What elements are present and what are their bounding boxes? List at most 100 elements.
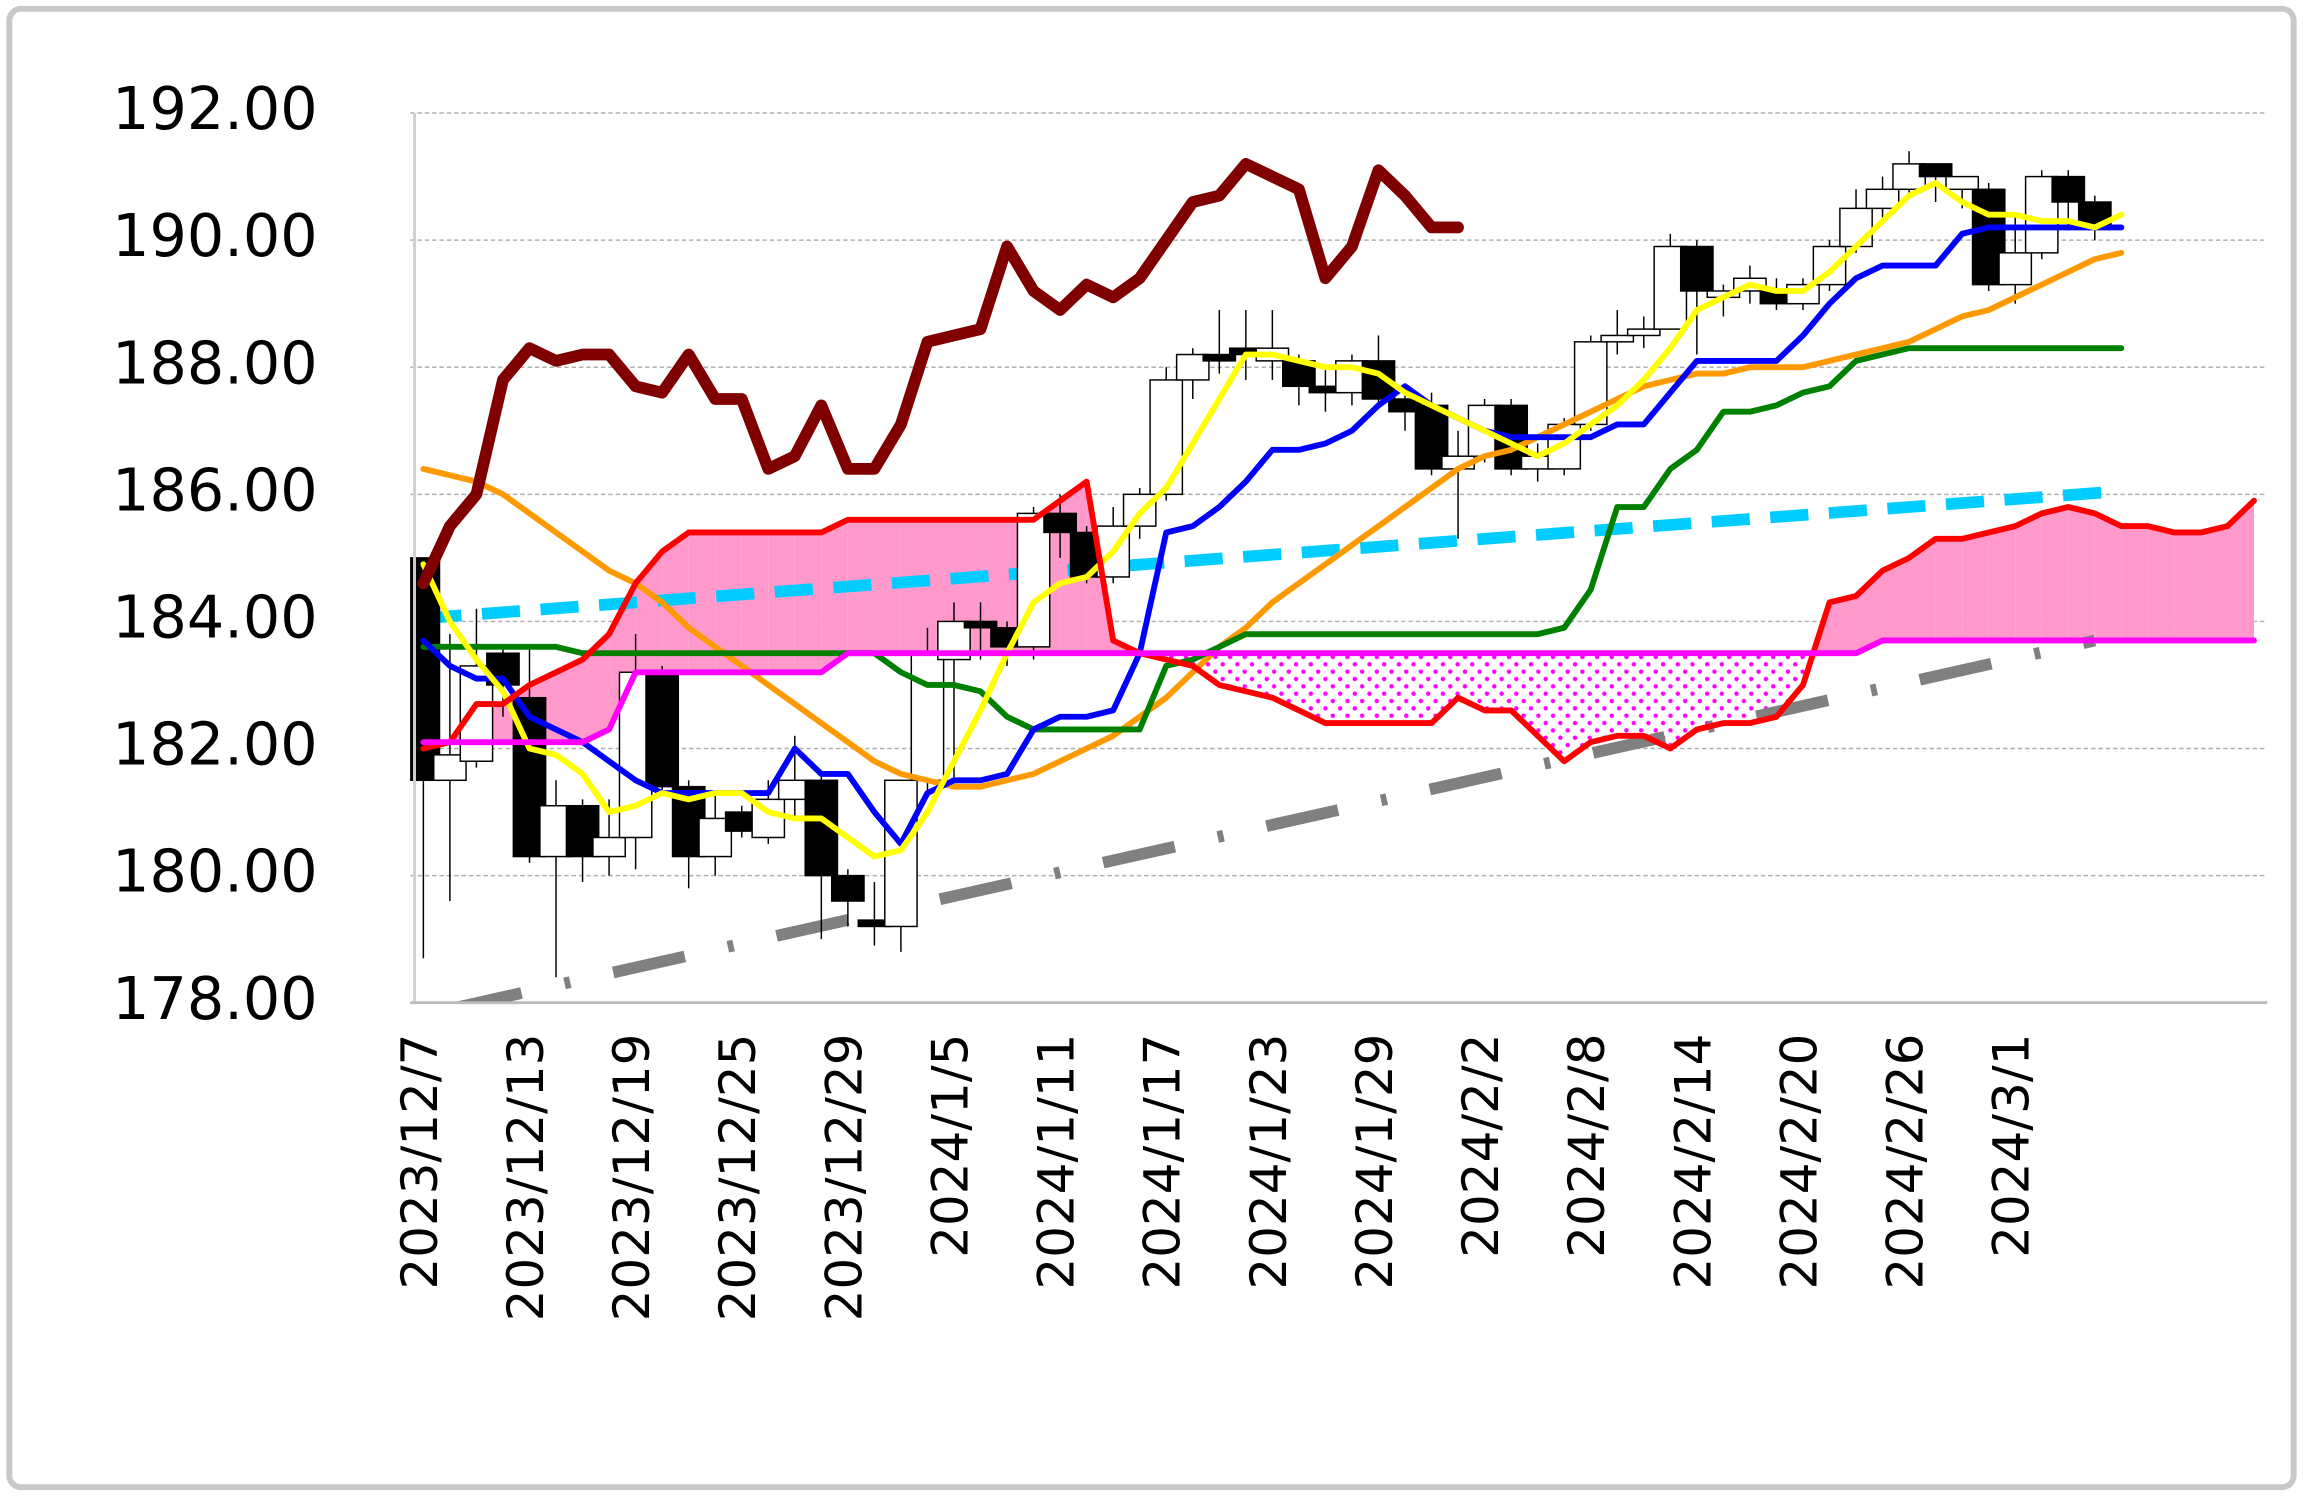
y-tick-label: 186.00 — [112, 455, 317, 524]
candle-body — [963, 620, 998, 629]
cloud — [1776, 653, 1803, 717]
cloud — [556, 659, 583, 743]
cloud — [1988, 526, 2016, 641]
x-tick-label: 2024/2/2 — [1452, 1034, 1510, 1258]
x-tick-label: 2023/12/25 — [709, 1034, 767, 1322]
cloud — [635, 551, 663, 673]
candle-body — [2051, 175, 2086, 203]
candle-body — [1202, 353, 1237, 362]
x-tick-label: 2024/2/20 — [1770, 1034, 1828, 1290]
cloud — [1723, 653, 1750, 724]
candle-body — [645, 671, 680, 788]
cloud — [1272, 653, 1299, 711]
cloud — [1458, 653, 1485, 711]
cloud — [953, 519, 981, 654]
cloud — [1378, 653, 1406, 724]
y-tick-label: 192.00 — [112, 74, 317, 143]
candle-body — [1679, 245, 1714, 292]
cloud — [1882, 557, 1910, 641]
cloud — [688, 532, 716, 673]
cloud — [2015, 513, 2042, 641]
x-tick-label: 2023/12/13 — [497, 1034, 555, 1322]
cloud — [794, 532, 822, 673]
cloud — [1696, 653, 1724, 730]
cloud — [1113, 640, 1140, 654]
cloud — [582, 634, 610, 743]
cloud — [2147, 526, 2175, 641]
cloud — [768, 532, 795, 673]
cloud — [2041, 507, 2069, 641]
line-series — [420, 478, 2257, 765]
x-tick-label: 2023/12/19 — [603, 1034, 661, 1322]
x-tick-label: 2024/2/14 — [1664, 1034, 1722, 1290]
cloud — [927, 519, 954, 654]
plot-area — [410, 112, 2268, 1003]
candle-body — [910, 652, 945, 782]
line-series — [420, 180, 2125, 860]
cloud — [609, 583, 636, 730]
y-tick-label: 178.00 — [112, 964, 317, 1033]
line-series — [420, 345, 2125, 733]
x-tick-label: 2024/1/23 — [1240, 1034, 1298, 1290]
x-tick-label: 2024/1/5 — [921, 1034, 979, 1258]
cloud — [2121, 526, 2148, 641]
candle-body — [1149, 379, 1184, 496]
candle-body — [592, 836, 626, 858]
cloud — [1749, 653, 1777, 724]
x-tick-label: 2023/12/29 — [815, 1034, 873, 1322]
y-tick-label: 184.00 — [112, 583, 317, 652]
x-tick-label: 2023/12/7 — [391, 1034, 449, 1290]
line-series — [417, 158, 1464, 590]
cloud — [1829, 596, 1857, 654]
cloud — [1590, 653, 1618, 743]
x-tick-label: 2024/1/29 — [1346, 1034, 1404, 1290]
cloud — [2227, 500, 2254, 641]
candle-body — [1839, 207, 1873, 248]
candle-body — [1043, 512, 1077, 534]
line-series — [420, 637, 2257, 746]
cloud — [1537, 653, 1565, 762]
x-tick-label: 2024/1/17 — [1134, 1034, 1192, 1290]
y-tick-label: 182.00 — [112, 710, 317, 779]
cloud — [2094, 513, 2122, 641]
candle-body — [1945, 175, 1980, 191]
candle-body — [1600, 334, 1635, 343]
candle-body — [830, 874, 865, 902]
cloud — [2200, 526, 2228, 641]
cloud — [1564, 653, 1591, 762]
cloud — [1962, 532, 1989, 641]
candle-body — [1918, 163, 1953, 178]
cloud — [715, 532, 742, 673]
cloud — [2174, 532, 2201, 641]
cloud — [1643, 653, 1671, 749]
cloud — [1484, 653, 1512, 711]
trend-line — [422, 485, 2122, 625]
cloud — [1351, 653, 1379, 724]
candle-body — [1626, 328, 1661, 337]
y-tick-label: 180.00 — [112, 837, 317, 906]
cloud — [821, 519, 848, 673]
cloud — [1431, 653, 1459, 724]
candle-body — [1865, 188, 1900, 210]
cloud — [741, 532, 769, 673]
line-series — [420, 249, 2125, 790]
y-tick-label: 188.00 — [112, 328, 317, 397]
cloud — [2068, 507, 2095, 641]
x-tick-label: 2024/2/8 — [1558, 1034, 1616, 1258]
cloud — [1617, 653, 1644, 736]
cloud — [1219, 653, 1246, 692]
cloud — [874, 519, 901, 654]
candle-body — [1998, 252, 2033, 286]
cloud — [1670, 653, 1697, 749]
x-tick-label: 2024/3/1 — [1983, 1034, 2041, 1258]
y-tick-label: 190.00 — [112, 201, 317, 270]
x-tick-label: 2024/1/11 — [1028, 1034, 1086, 1290]
cloud — [980, 519, 1008, 654]
cloud — [1935, 538, 1963, 641]
axis-labels: 178.00 180.00 182.00 184.00 186.00 188.00 190.… — [112, 74, 2041, 1321]
trend-line — [451, 634, 2097, 1003]
candle-body — [804, 779, 839, 877]
cloud — [1245, 653, 1273, 698]
